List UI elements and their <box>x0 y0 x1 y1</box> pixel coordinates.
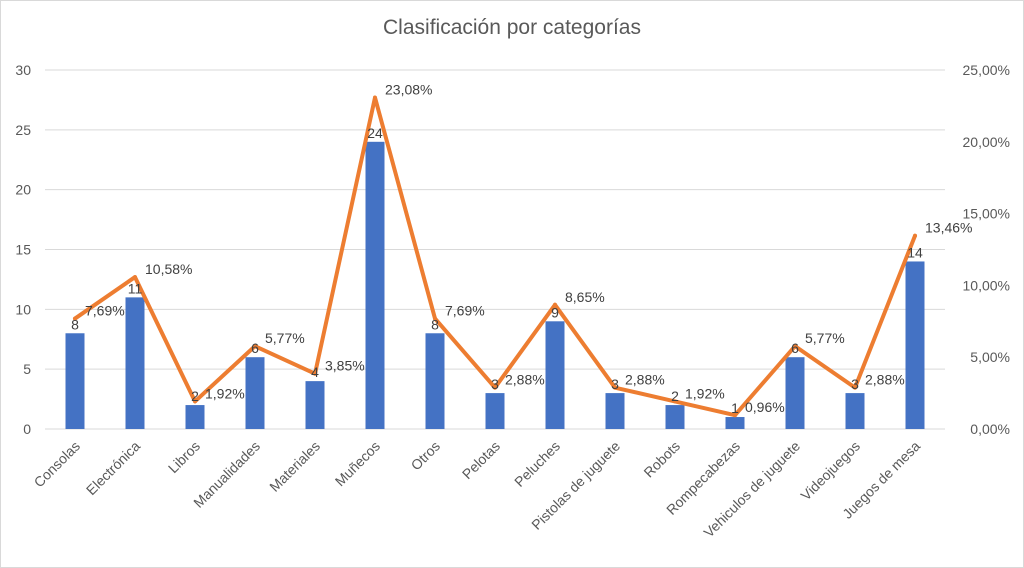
y-right-tick-label: 10,00% <box>963 277 1010 293</box>
line-point <box>493 385 497 390</box>
bar-data-label: 3 <box>491 376 499 392</box>
line-point <box>373 95 377 100</box>
line-data-label: 7,69% <box>445 303 485 319</box>
y-right-tick-label: 25,00% <box>963 62 1010 78</box>
line-data-label: 23,08% <box>385 82 432 98</box>
bar <box>425 333 445 429</box>
line-data-label: 2,88% <box>625 372 665 388</box>
line-data-label: 13,46% <box>925 220 972 236</box>
bar <box>545 321 565 429</box>
y-left-tick-label: 15 <box>15 242 31 258</box>
bar-data-label: 14 <box>907 244 923 260</box>
y-right-tick-label: 15,00% <box>963 206 1010 222</box>
bar <box>905 261 925 429</box>
line-data-label: 0,96% <box>745 399 785 415</box>
line-data-label: 5,77% <box>805 330 845 346</box>
line-data-label: 8,65% <box>565 289 605 305</box>
bar-data-label: 9 <box>551 304 559 320</box>
line-point <box>553 302 557 307</box>
y-right-tick-label: 5,00% <box>970 349 1010 365</box>
bar <box>185 405 205 429</box>
bar-data-label: 2 <box>191 388 199 404</box>
line-point <box>613 385 617 390</box>
x-tick-label: Electrónica <box>83 438 143 498</box>
bar <box>725 417 745 429</box>
x-tick-label: Libros <box>165 438 203 476</box>
line-point <box>913 233 917 238</box>
line-data-label: 3,85% <box>325 358 365 374</box>
line-data-label: 5,77% <box>265 330 305 346</box>
y-left-tick-label: 0 <box>23 421 31 437</box>
line-point <box>313 371 317 376</box>
x-tick-label: Peluches <box>511 438 563 490</box>
y-left-tick-label: 30 <box>15 62 31 78</box>
bar <box>605 393 625 429</box>
x-tick-label: Materiales <box>266 438 323 495</box>
x-tick-label: Muñecos <box>332 438 383 489</box>
y-right-tick-label: 20,00% <box>963 134 1010 150</box>
line-data-label: 1,92% <box>685 385 725 401</box>
bar-data-label: 4 <box>311 364 319 380</box>
bar <box>305 381 325 429</box>
line-point <box>853 385 857 390</box>
line-data-label: 7,69% <box>85 303 125 319</box>
y-left-tick-label: 5 <box>23 361 31 377</box>
line-data-label: 2,88% <box>505 372 545 388</box>
bar <box>845 393 865 429</box>
line-data-label: 1,92% <box>205 385 245 401</box>
bar <box>245 357 265 429</box>
line-point <box>253 344 257 349</box>
x-tick-label: Consolas <box>31 438 84 491</box>
y-left-tick-label: 20 <box>15 182 31 198</box>
bar <box>125 297 145 429</box>
line-point <box>793 344 797 349</box>
line-point <box>73 316 77 321</box>
line-point <box>193 399 197 404</box>
y-left-tick-label: 10 <box>15 301 31 317</box>
y-left-tick-label: 25 <box>15 122 31 138</box>
line-data-label: 10,58% <box>145 261 192 277</box>
x-tick-label: Otros <box>408 438 444 474</box>
bar-data-label: 1 <box>731 400 739 416</box>
bar <box>65 333 85 429</box>
line-point <box>133 275 137 280</box>
bar-data-label: 2 <box>671 388 679 404</box>
bar <box>665 405 685 429</box>
chart-title: Clasificación por categorías <box>383 16 641 39</box>
bar-data-label: 24 <box>367 125 383 141</box>
bar-data-label: 3 <box>851 376 859 392</box>
y-right-tick-label: 0,00% <box>970 421 1010 437</box>
bar-data-label: 6 <box>251 340 259 356</box>
bar-data-label: 3 <box>611 376 619 392</box>
bar <box>785 357 805 429</box>
bar-data-label: 6 <box>791 340 799 356</box>
x-tick-label: Pelotas <box>459 438 503 482</box>
line-point <box>433 316 437 321</box>
x-tick-label: Videojuegos <box>797 438 863 504</box>
line-data-label: 2,88% <box>865 372 905 388</box>
bar-data-label: 8 <box>71 316 79 332</box>
bar <box>485 393 505 429</box>
x-tick-label: Robots <box>640 438 683 481</box>
bar-data-label: 11 <box>128 280 143 296</box>
bar <box>365 141 385 430</box>
line-point <box>733 413 737 418</box>
line-point <box>673 399 677 404</box>
bar-data-label: 8 <box>431 316 439 332</box>
